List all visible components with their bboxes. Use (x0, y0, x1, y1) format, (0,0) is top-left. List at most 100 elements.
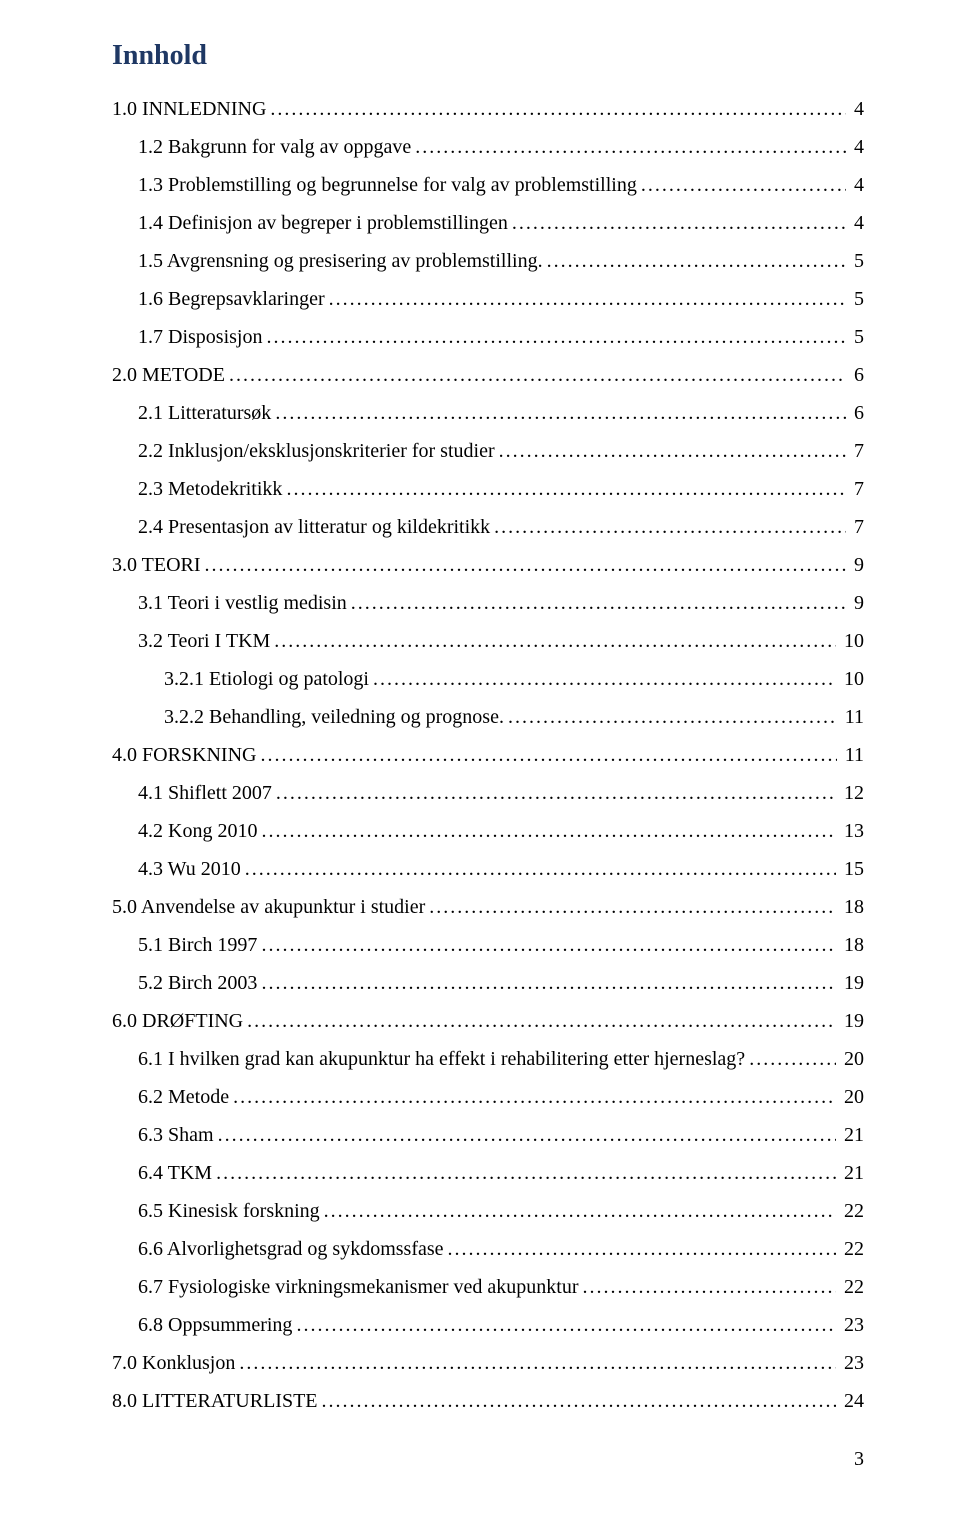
toc-leader-dots (201, 546, 850, 584)
toc-leader-dots (214, 1116, 840, 1154)
toc-leader-dots (229, 1078, 840, 1116)
toc-page-number: 7 (850, 432, 864, 470)
toc-label: 7.0 Konklusjon (112, 1344, 235, 1382)
toc-label: 6.2 Metode (138, 1078, 229, 1116)
toc-page-number: 15 (840, 850, 864, 888)
toc-label: 5.2 Birch 2003 (138, 964, 257, 1002)
toc-entry: 3.2 Teori I TKM 10 (112, 622, 864, 660)
toc-leader-dots (411, 128, 850, 166)
toc-page-number: 4 (850, 166, 864, 204)
toc-entry: 6.5 Kinesisk forskning22 (112, 1192, 864, 1230)
toc-page-number: 22 (840, 1192, 864, 1230)
toc-leader-dots (256, 736, 840, 774)
toc-label: 6.4 TKM (138, 1154, 212, 1192)
toc-label: 8.0 LITTERATURLISTE (112, 1382, 318, 1420)
toc-page-number: 4 (850, 90, 864, 128)
toc-leader-dots (495, 432, 850, 470)
toc-entry: 6.8 Oppsummering23 (112, 1306, 864, 1344)
toc-entry: 6.4 TKM 21 (112, 1154, 864, 1192)
toc-entry: 5.2 Birch 200319 (112, 964, 864, 1002)
toc-leader-dots (369, 660, 840, 698)
toc-leader-dots (425, 888, 840, 926)
toc-leader-dots (504, 698, 841, 736)
toc-label: 3.2 Teori I TKM (138, 622, 270, 660)
toc-entry: 6.6 Alvorlighetsgrad og sykdomssfase 22 (112, 1230, 864, 1268)
toc-page-number: 11 (841, 698, 864, 736)
toc-leader-dots (543, 242, 850, 280)
toc-leader-dots (241, 850, 840, 888)
toc-page-number: 23 (840, 1306, 864, 1344)
toc-label: 1.4 Definisjon av begreper i problemstil… (138, 204, 508, 242)
toc-page-number: 18 (840, 926, 864, 964)
toc-label: 2.1 Litteratursøk (138, 394, 271, 432)
toc-leader-dots (257, 926, 840, 964)
toc-entry: 3.2.1 Etiologi og patologi10 (112, 660, 864, 698)
toc-entry: 4.2 Kong 201013 (112, 812, 864, 850)
toc-label: 6.1 I hvilken grad kan akupunktur ha eff… (138, 1040, 745, 1078)
toc-entry: 5.0 Anvendelse av akupunktur i studier18 (112, 888, 864, 926)
toc-label: 4.3 Wu 2010 (138, 850, 241, 888)
toc-leader-dots (292, 1306, 840, 1344)
toc-entry: 1.4 Definisjon av begreper i problemstil… (112, 204, 864, 242)
toc-entry: 3.1 Teori i vestlig medisin9 (112, 584, 864, 622)
toc-label: 6.6 Alvorlighetsgrad og sykdomssfase (138, 1230, 444, 1268)
toc-entry: 2.4 Presentasjon av litteratur og kildek… (112, 508, 864, 546)
toc-entry: 2.0 METODE6 (112, 356, 864, 394)
toc-entry: 5.1 Birch 199718 (112, 926, 864, 964)
toc-leader-dots (444, 1230, 840, 1268)
toc-page-number: 21 (840, 1154, 864, 1192)
toc-leader-dots (347, 584, 850, 622)
toc-page-number: 21 (840, 1116, 864, 1154)
toc-entry: 1.7 Disposisjon5 (112, 318, 864, 356)
toc-entry: 1.5 Avgrensning og presisering av proble… (112, 242, 864, 280)
toc-label: 3.2.1 Etiologi og patologi (164, 660, 369, 698)
toc-page-number: 10 (840, 622, 864, 660)
toc-leader-dots (243, 1002, 840, 1040)
toc-leader-dots (579, 1268, 840, 1306)
toc-page-number: 9 (850, 546, 864, 584)
toc-entry: 2.1 Litteratursøk 6 (112, 394, 864, 432)
toc-page-number: 22 (840, 1230, 864, 1268)
toc-leader-dots (490, 508, 850, 546)
toc-label: 1.5 Avgrensning og presisering av proble… (138, 242, 543, 280)
toc-entry: 1.2 Bakgrunn for valg av oppgave4 (112, 128, 864, 166)
page-number: 3 (112, 1448, 864, 1471)
toc-leader-dots (257, 812, 840, 850)
toc-entry: 6.3 Sham 21 (112, 1116, 864, 1154)
toc-page-number: 9 (850, 584, 864, 622)
toc-label: 2.2 Inklusjon/eksklusjonskriterier for s… (138, 432, 495, 470)
toc-label: 1.3 Problemstilling og begrunnelse for v… (138, 166, 637, 204)
toc-entry: 1.3 Problemstilling og begrunnelse for v… (112, 166, 864, 204)
toc-leader-dots (745, 1040, 840, 1078)
toc-entry: 4.3 Wu 2010 15 (112, 850, 864, 888)
toc-label: 6.7 Fysiologiske virkningsmekanismer ved… (138, 1268, 579, 1306)
toc-label: 6.3 Sham (138, 1116, 214, 1154)
toc-label: 3.2.2 Behandling, veiledning og prognose… (164, 698, 504, 736)
toc-leader-dots (212, 1154, 840, 1192)
toc-page-number: 23 (840, 1344, 864, 1382)
toc-title: Innhold (112, 40, 864, 72)
toc-page-number: 5 (850, 242, 864, 280)
toc-page-number: 5 (850, 318, 864, 356)
toc-leader-dots (508, 204, 850, 242)
toc-entry: 1.6 Begrepsavklaringer5 (112, 280, 864, 318)
toc-page-number: 13 (840, 812, 864, 850)
toc-entry: 6.2 Metode20 (112, 1078, 864, 1116)
toc-page-number: 4 (850, 128, 864, 166)
toc-leader-dots (272, 774, 840, 812)
toc-entry: 2.3 Metodekritikk7 (112, 470, 864, 508)
toc-label: 5.0 Anvendelse av akupunktur i studier (112, 888, 425, 926)
toc-entry: 4.0 FORSKNING11 (112, 736, 864, 774)
toc-page-number: 6 (850, 356, 864, 394)
toc-page-number: 6 (850, 394, 864, 432)
toc-entry: 1.0 INNLEDNING 4 (112, 90, 864, 128)
toc-label: 1.6 Begrepsavklaringer (138, 280, 325, 318)
toc-label: 2.3 Metodekritikk (138, 470, 282, 508)
toc-label: 1.0 INNLEDNING (112, 90, 266, 128)
toc-page-number: 12 (840, 774, 864, 812)
toc-entry: 6.7 Fysiologiske virkningsmekanismer ved… (112, 1268, 864, 1306)
toc-leader-dots (235, 1344, 840, 1382)
toc-leader-dots (325, 280, 850, 318)
toc-leader-dots (257, 964, 840, 1002)
toc-entry: 8.0 LITTERATURLISTE24 (112, 1382, 864, 1420)
